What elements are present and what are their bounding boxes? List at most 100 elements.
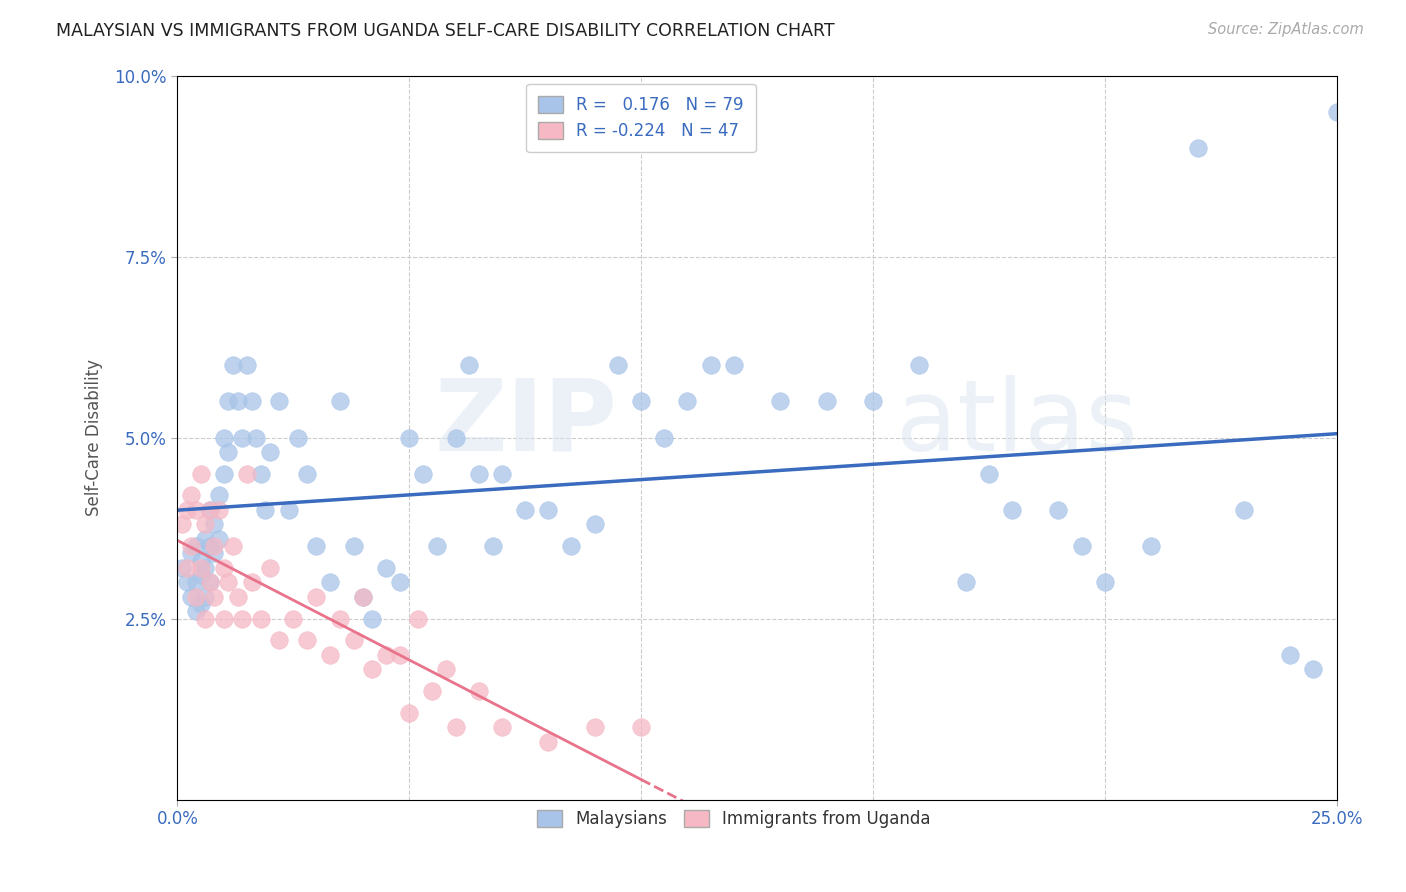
Point [190, 597, 212, 611]
Point [231, 430, 253, 444]
Point [194, 590, 217, 604]
Point [468, 467, 491, 481]
Point [398, 430, 420, 444]
Point [295, 467, 318, 481]
Point [204, 517, 226, 532]
Point [769, 394, 792, 409]
Point [176, 503, 198, 517]
Point [190, 553, 212, 567]
Point [212, 561, 235, 575]
Point [676, 394, 699, 409]
Point [375, 648, 398, 662]
Point [249, 611, 271, 625]
Point [481, 539, 503, 553]
Point [180, 590, 202, 604]
Point [583, 720, 606, 734]
Point [249, 467, 271, 481]
Point [217, 575, 239, 590]
Point [236, 467, 259, 481]
Point [408, 611, 430, 625]
Point [212, 611, 235, 625]
Point [513, 503, 536, 517]
Text: ZIP: ZIP [434, 375, 617, 472]
Point [204, 590, 226, 604]
Point [212, 467, 235, 481]
Point [198, 503, 221, 517]
Point [329, 394, 352, 409]
Point [194, 561, 217, 575]
Point [491, 720, 513, 734]
Text: atlas: atlas [896, 375, 1137, 472]
Point [204, 546, 226, 560]
Point [287, 430, 309, 444]
Point [180, 546, 202, 560]
Point [259, 445, 281, 459]
Point [1140, 539, 1163, 553]
Point [184, 539, 207, 553]
Point [434, 662, 457, 676]
Text: MALAYSIAN VS IMMIGRANTS FROM UGANDA SELF-CARE DISABILITY CORRELATION CHART: MALAYSIAN VS IMMIGRANTS FROM UGANDA SELF… [56, 22, 835, 40]
Point [236, 358, 259, 372]
Point [240, 394, 263, 409]
Point [1047, 503, 1070, 517]
Point [180, 539, 202, 553]
Point [977, 467, 1000, 481]
Point [176, 575, 198, 590]
Point [212, 430, 235, 444]
Point [468, 684, 491, 698]
Point [1187, 141, 1209, 155]
Point [208, 532, 231, 546]
Point [319, 648, 342, 662]
Point [723, 358, 745, 372]
Point [537, 503, 560, 517]
Point [606, 358, 628, 372]
Point [1233, 503, 1256, 517]
Point [217, 445, 239, 459]
Point [170, 561, 193, 575]
Point [259, 561, 281, 575]
Point [194, 517, 217, 532]
Point [184, 503, 207, 517]
Point [217, 394, 239, 409]
Point [652, 430, 675, 444]
Point [269, 633, 291, 648]
Point [269, 394, 291, 409]
Point [190, 467, 212, 481]
Point [190, 568, 212, 582]
Point [222, 539, 245, 553]
Point [176, 561, 198, 575]
Point [1094, 575, 1116, 590]
Point [283, 611, 305, 625]
Point [180, 488, 202, 502]
Point [184, 575, 207, 590]
Point [352, 590, 374, 604]
Point [240, 575, 263, 590]
Point [208, 488, 231, 502]
Point [426, 539, 449, 553]
Point [458, 358, 481, 372]
Point [184, 604, 207, 618]
Point [1001, 503, 1024, 517]
Point [305, 590, 328, 604]
Point [222, 358, 245, 372]
Point [190, 561, 212, 575]
Point [194, 532, 217, 546]
Point [444, 430, 467, 444]
Point [444, 720, 467, 734]
Point [361, 611, 384, 625]
Point [815, 394, 838, 409]
Point [361, 662, 384, 676]
Point [388, 648, 411, 662]
Point [231, 611, 253, 625]
Point [198, 503, 221, 517]
Point [630, 394, 652, 409]
Point [1326, 104, 1348, 119]
Point [908, 358, 931, 372]
Point [184, 590, 207, 604]
Point [245, 430, 267, 444]
Point [699, 358, 721, 372]
Point [1302, 662, 1324, 676]
Point [422, 684, 444, 698]
Point [198, 539, 221, 553]
Point [1070, 539, 1092, 553]
